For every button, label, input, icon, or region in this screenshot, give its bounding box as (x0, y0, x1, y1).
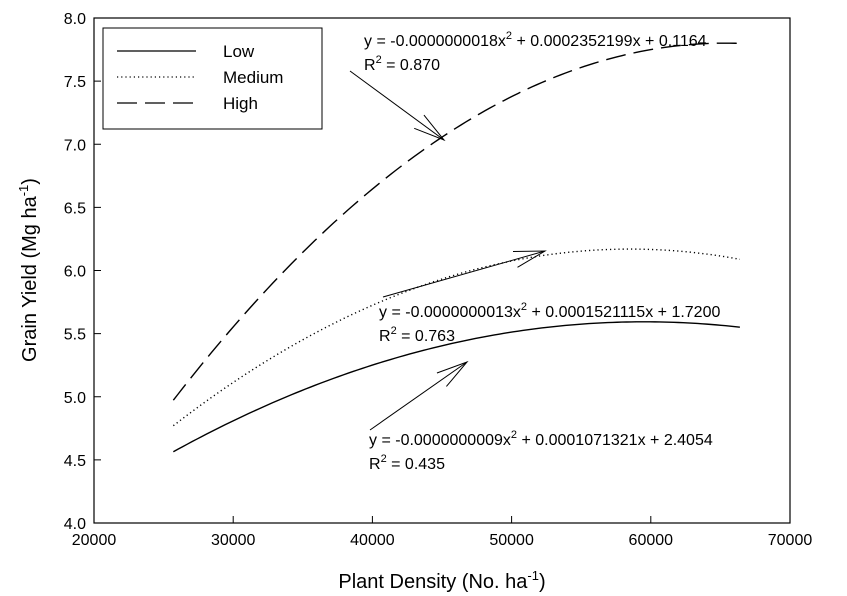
legend-label-medium: Medium (223, 68, 283, 87)
equation-annotation-low: y = -0.0000000009x2 + 0.0001071321x + 2.… (369, 429, 713, 473)
y-tick-label: 5.5 (64, 327, 86, 344)
legend-item-high: High (117, 94, 258, 113)
legend-item-low: Low (117, 42, 255, 61)
x-tick-label: 70000 (768, 532, 813, 549)
r2-low: R2 = 0.435 (369, 453, 445, 473)
x-tick-label: 20000 (72, 532, 117, 549)
y-tick-label: 4.0 (64, 516, 86, 533)
y-tick-label: 7.0 (64, 137, 86, 154)
equation-annotation-medium: y = -0.0000000013x2 + 0.0001521115x + 1.… (379, 301, 720, 345)
y-tick-label: 6.0 (64, 264, 86, 281)
y-tick-label: 5.0 (64, 390, 86, 407)
equation-arrows (349, 70, 547, 431)
y-tick-label: 7.5 (64, 74, 86, 91)
legend-box (102, 27, 323, 130)
x-tick-label: 50000 (489, 532, 534, 549)
y-tick-label: 6.5 (64, 200, 86, 217)
equation-annotation-high: y = -0.0000000018x2 + 0.0002352199x + 0.… (364, 30, 707, 74)
x-tick-label: 40000 (350, 532, 395, 549)
x-tick-label: 30000 (211, 532, 256, 549)
legend-item-medium: Medium (117, 68, 283, 87)
arrow-medium (382, 250, 547, 298)
series-line-low (173, 321, 740, 453)
y-axis-ticks: 4.0 4.5 5.0 5.5 6.0 6.5 7.0 7.5 8.0 (64, 11, 101, 533)
r2-high: R2 = 0.870 (364, 54, 440, 74)
arrow-high (349, 70, 446, 142)
equation-high: y = -0.0000000018x2 + 0.0002352199x + 0.… (364, 30, 707, 50)
equation-low: y = -0.0000000009x2 + 0.0001071321x + 2.… (369, 429, 713, 449)
legend-label-high: High (223, 94, 258, 113)
r2-medium: R2 = 0.763 (379, 325, 455, 345)
x-axis-title: Plant Density (No. ha-1) (338, 568, 545, 593)
x-tick-label: 60000 (629, 532, 674, 549)
series-curves (172, 42, 741, 453)
legend-label-low: Low (223, 42, 255, 61)
series-line-high (172, 42, 740, 401)
legend: Low Medium High (102, 27, 323, 130)
y-tick-label: 4.5 (64, 453, 86, 470)
y-axis-title: Grain Yield (Mg ha-1) (16, 178, 41, 362)
y-tick-label: 8.0 (64, 11, 86, 28)
equation-medium: y = -0.0000000013x2 + 0.0001521115x + 1.… (379, 301, 720, 321)
arrow-low (369, 360, 469, 431)
x-axis-ticks: 20000 30000 40000 50000 60000 70000 (72, 516, 813, 549)
